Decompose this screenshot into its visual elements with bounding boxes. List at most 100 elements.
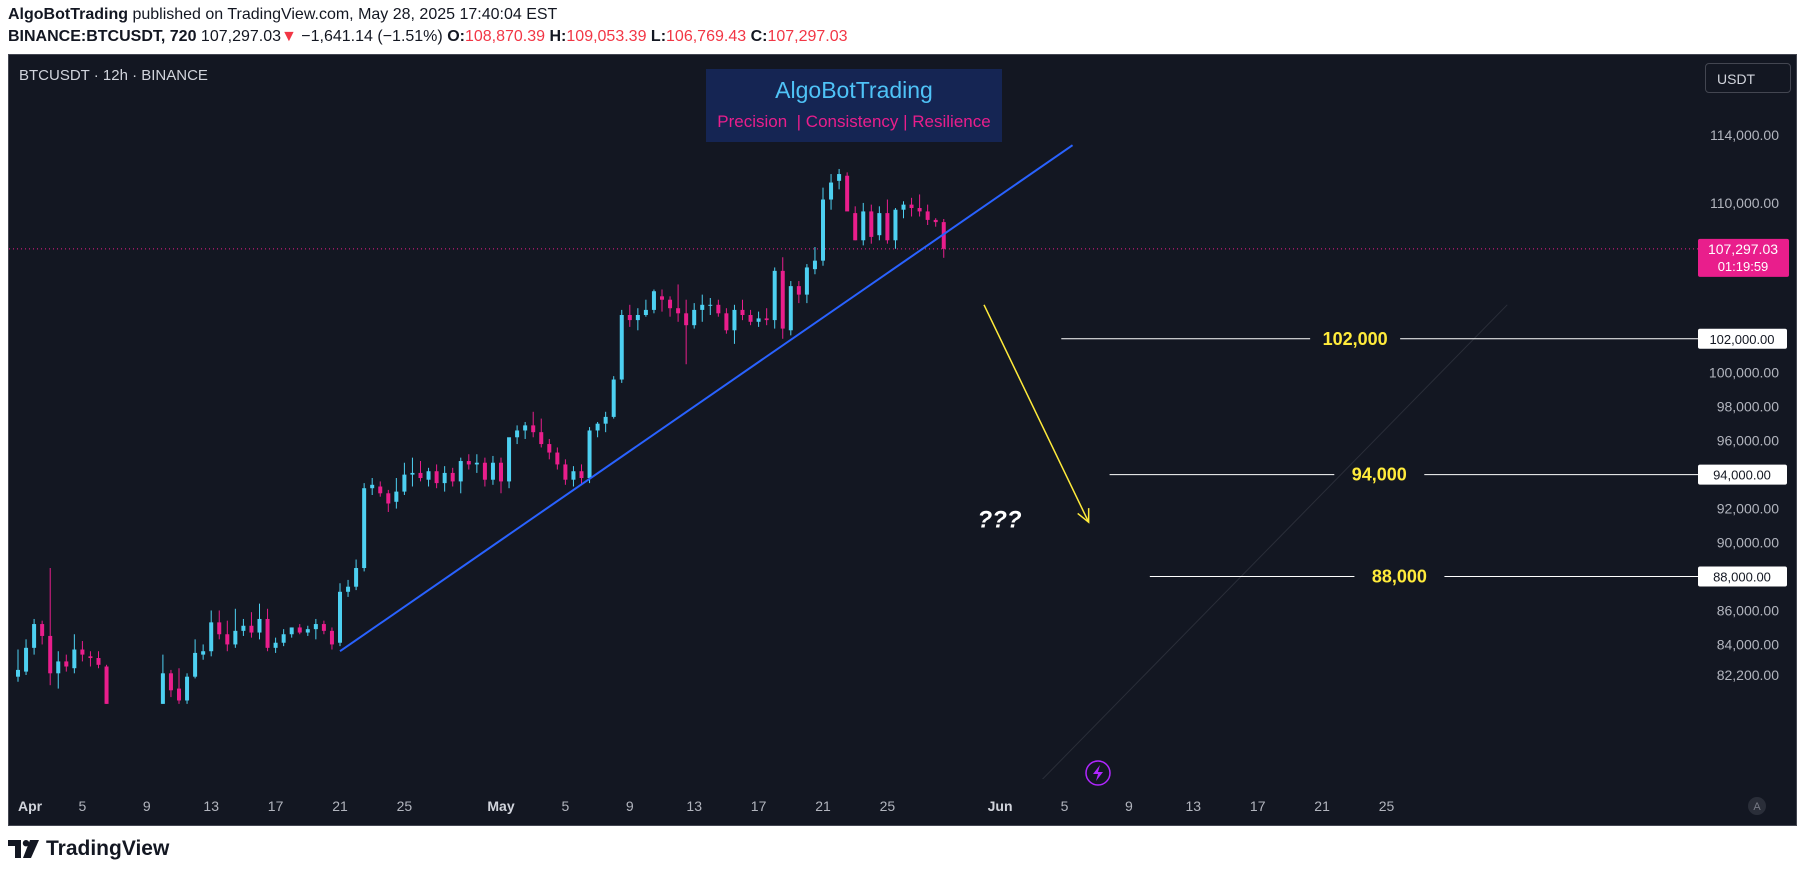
x-axis-tick-label: 21 [815, 798, 831, 814]
candle [321, 624, 326, 631]
lightning-bolt-icon [1093, 765, 1103, 781]
candle [780, 270, 785, 329]
candle [539, 432, 544, 445]
candle [185, 676, 190, 701]
candle [861, 211, 866, 241]
candle [877, 213, 882, 236]
lightning-icon[interactable] [1085, 760, 1111, 786]
candle [668, 299, 673, 309]
candle [901, 204, 906, 210]
candle [233, 630, 238, 645]
candle [370, 484, 375, 489]
y-axis-tick-label: 86,000.00 [1717, 602, 1779, 618]
y-axis-tick-label: 96,000.00 [1717, 433, 1779, 449]
y-axis-tick-label: 84,000.00 [1717, 636, 1779, 652]
y-axis-tick-label: 92,000.00 [1717, 501, 1779, 517]
candle [684, 313, 689, 326]
candle [88, 656, 93, 659]
candle [748, 315, 753, 322]
price-chart[interactable]: 102,000 102,000.00 94,000 94,000.00 88,000 88… [9, 55, 1797, 826]
candle [402, 474, 407, 492]
x-axis-tick-label: 25 [397, 798, 413, 814]
projection-arrow[interactable] [983, 304, 1090, 523]
support-trendline[interactable] [339, 144, 1074, 653]
candle [474, 462, 479, 465]
candle [507, 437, 512, 482]
level-label: 94,000 [1352, 465, 1407, 485]
candle [893, 209, 898, 241]
candle [764, 318, 769, 321]
candle [225, 634, 230, 645]
candle [603, 416, 608, 424]
candle [482, 462, 487, 480]
candle [346, 586, 351, 592]
publication-date: published on TradingView.com, May 28, 20… [132, 6, 558, 23]
x-axis-tick-label: 9 [1125, 798, 1133, 814]
candle [426, 471, 431, 480]
x-axis-tick-label: 13 [1186, 798, 1202, 814]
candle [386, 493, 391, 504]
chart-panel[interactable]: 102,000 102,000.00 94,000 94,000.00 88,000 88… [8, 54, 1797, 826]
candle [869, 211, 874, 237]
candle [257, 618, 262, 633]
candle [48, 635, 53, 674]
level-label: 102,000 [1323, 329, 1388, 349]
x-axis-tick-label: 5 [562, 798, 570, 814]
candle [804, 267, 809, 295]
arrow-head [1077, 508, 1090, 524]
candle [80, 649, 85, 655]
low-label: L: [650, 28, 667, 45]
candle [523, 425, 528, 431]
candle [933, 219, 938, 223]
tradingview-logo-icon [8, 840, 39, 858]
level-price-tag [1698, 328, 1787, 349]
candle [788, 286, 793, 331]
candle [837, 174, 842, 181]
author-name[interactable]: AlgoBotTrading [8, 6, 128, 23]
down-arrow-icon: ▼ [281, 28, 297, 45]
candle [338, 591, 342, 643]
level-price-tag-label: 88,000.00 [1713, 570, 1771, 585]
candle [289, 627, 294, 635]
chart-symbol-label: BTCUSDT · 12h · BINANCE [19, 67, 208, 84]
candle [660, 296, 664, 300]
candle [595, 423, 600, 431]
candle [313, 624, 318, 630]
candle [434, 471, 439, 484]
candle [853, 213, 858, 241]
candle [571, 471, 576, 480]
candle [587, 430, 592, 479]
high-value: 109,053.39 [566, 28, 647, 45]
candle [241, 625, 246, 631]
current-price-tag [1698, 238, 1789, 277]
candle [724, 313, 729, 331]
y-axis-tick-label: 100,000.00 [1709, 365, 1779, 381]
candle [812, 260, 817, 270]
currency-button[interactable]: USDT [1705, 63, 1791, 93]
y-axis-tick-label: 114,000.00 [1710, 127, 1779, 143]
candle [378, 486, 383, 494]
candle [515, 430, 520, 438]
candle [64, 661, 69, 667]
last-price: 107,297.03 [200, 28, 281, 45]
x-axis-tick-label: Jun [988, 798, 1013, 814]
candle [611, 379, 616, 417]
candle [305, 629, 310, 633]
candle [732, 309, 737, 331]
candle [418, 472, 423, 479]
candle [16, 669, 20, 677]
brand-subtitle: Precision | Consistency | Resilience [717, 112, 991, 131]
tradingview-logo-text[interactable]: TradingView [46, 837, 170, 860]
auto-scale-button[interactable] [1748, 797, 1766, 815]
question-annotation: ??? [978, 506, 1022, 533]
candle [450, 472, 455, 482]
auto-scale-label: A [1753, 801, 1761, 813]
publication-info: AlgoBotTrading published on TradingView.… [8, 4, 1798, 26]
candle [796, 286, 801, 295]
candle [209, 622, 214, 652]
candle [829, 182, 834, 200]
candle [700, 304, 705, 310]
candle [531, 425, 536, 433]
close-value: 107,297.03 [767, 28, 848, 45]
candle [708, 304, 713, 306]
